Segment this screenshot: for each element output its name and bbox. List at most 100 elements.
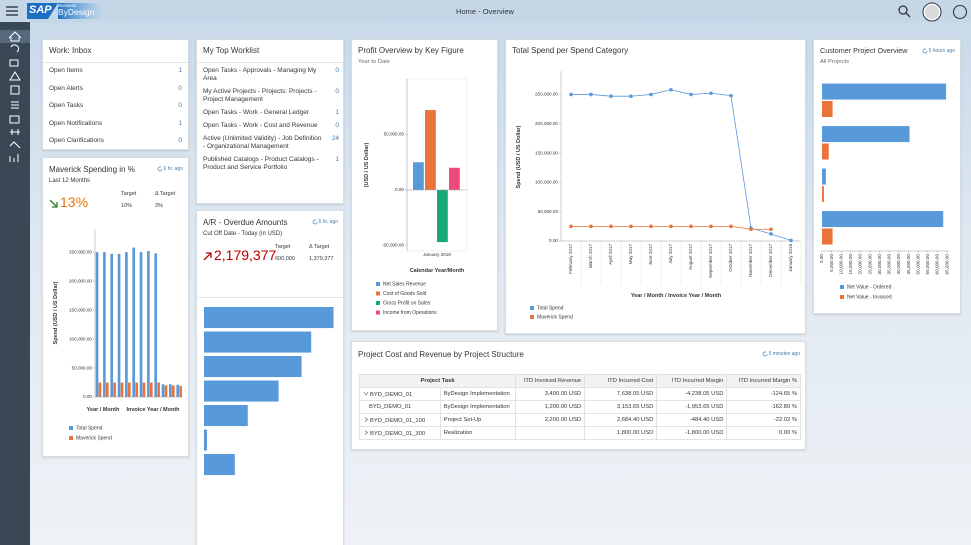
legend-label: Net Value - Ordered <box>847 284 892 290</box>
expand-icon[interactable] <box>363 429 369 435</box>
x-axis-title: Year / Month <box>87 407 120 413</box>
table-cell: 2,684.40 USD <box>584 413 658 427</box>
legend-swatch <box>530 315 534 319</box>
table-cell: 1,800.00 USD <box>584 426 658 440</box>
refresh-icon[interactable] <box>762 351 768 357</box>
card-title: Customer Project Overview <box>820 46 908 55</box>
chevron <box>363 391 369 396</box>
table-cell: -22.02 % <box>726 413 801 427</box>
point <box>589 92 593 97</box>
point <box>609 94 613 99</box>
top-bar-icons <box>6 2 968 22</box>
table-cell: ByDesign Implementation <box>439 400 517 414</box>
column-header[interactable]: ITD Incurred Cost <box>584 374 658 388</box>
trend-arrow <box>49 199 58 208</box>
bar <box>204 356 302 378</box>
point <box>669 87 673 92</box>
inbox-item-label: Open Alerts <box>49 84 83 92</box>
table-cell: Realization <box>439 426 517 440</box>
table-cell: -1,953.65 USD <box>656 400 728 414</box>
worklist-item-label: Open Tasks - Approvals - Managing My Are… <box>203 67 317 82</box>
refresh-icon[interactable] <box>312 219 318 225</box>
x-tick-label: December 2017 <box>768 244 773 277</box>
avatar-button[interactable] <box>922 2 942 22</box>
point <box>669 224 673 229</box>
logo-box <box>27 3 58 19</box>
y-tick-label: 100,000.00 <box>69 336 92 341</box>
menu-button[interactable] <box>6 6 18 16</box>
expand-icon[interactable] <box>363 416 369 422</box>
y-tick-label: 50,000.00 <box>72 365 93 370</box>
worklist-item-count: 0 <box>335 88 339 95</box>
card-subtitle: All Projects <box>820 59 849 65</box>
refresh-icon[interactable] <box>157 166 163 172</box>
card-title: Maverick Spending in % <box>49 165 135 174</box>
value: -4,238.05 USD <box>685 391 724 397</box>
bar <box>822 143 829 160</box>
bar <box>132 247 136 397</box>
bar <box>147 251 150 397</box>
series-line <box>571 89 792 241</box>
bar <box>437 189 448 243</box>
worklist-item[interactable]: Published Catalogs - Product Catalogs - … <box>203 156 339 172</box>
bar <box>204 307 334 329</box>
x-tick-label: February 2017 <box>568 244 573 274</box>
refresh-info: 5 minutes ago <box>762 351 800 357</box>
task-name: ByDesign Implementation <box>443 391 510 397</box>
bar <box>135 382 138 397</box>
divider <box>197 297 343 298</box>
expand-icon[interactable] <box>363 391 369 396</box>
worklist-item[interactable]: Open Tasks - Approvals - Managing My Are… <box>203 67 339 83</box>
search-button[interactable] <box>898 5 911 18</box>
column-header[interactable]: ITD Invoiced Revenue <box>515 374 586 388</box>
refresh-time: 6 hr. ago <box>163 166 183 172</box>
task-name: Project Set-Up <box>443 417 482 423</box>
legend-label: Maverick Spend <box>76 435 112 441</box>
column-header[interactable]: ITD Incurred Margin % <box>726 374 801 388</box>
value: 1,200.00 USD <box>544 404 582 410</box>
x-tick-label: 55,000.00 <box>925 254 930 275</box>
point <box>769 232 773 236</box>
x-tick-label: March 2017 <box>588 244 593 269</box>
refresh-time: 6 hr. ago <box>318 219 338 225</box>
bar <box>204 331 312 353</box>
x-tick-label: May 2017 <box>628 244 633 265</box>
inbox-item-count: 0 <box>178 84 182 92</box>
card-title: My Top Worklist <box>203 46 260 55</box>
bar <box>95 252 99 397</box>
inbox-item-label: Open Notifications <box>49 119 103 127</box>
inbox-item-count: 1 <box>178 67 182 74</box>
table-cell: -162.80 % <box>726 400 801 414</box>
profit-card: Profit Overview by Key Figure Year to Dat… <box>351 39 498 331</box>
worklist-item[interactable]: Active (Unlimited Validity) - Job Defini… <box>203 135 339 151</box>
bar <box>110 253 114 397</box>
worklist-item[interactable]: My Active Projects - Projects: Projects … <box>203 88 339 104</box>
table-cell: 2,200.00 USD <box>515 413 586 427</box>
worklist-item[interactable]: Open Tasks - Work - Cost and Revenue 0 <box>203 122 339 130</box>
refresh-time: 5 minutes ago <box>768 351 800 357</box>
help-button[interactable] <box>952 4 968 20</box>
column-header[interactable]: ITD Incurred Margin <box>656 374 728 388</box>
nav-icons[interactable] <box>8 31 22 162</box>
project-table: Project Task ITD Invoiced Revenue ITD Incu… <box>358 374 801 440</box>
bar <box>822 100 833 118</box>
side-nav <box>0 22 30 545</box>
column-header[interactable]: Project Task <box>358 374 517 388</box>
value: -22.02 % <box>773 417 797 423</box>
card-subtitle: Year to Date <box>358 59 391 65</box>
point <box>729 224 733 229</box>
worklist-item[interactable]: Open Tasks - Work - General Ledger 1 <box>203 109 339 117</box>
worklist-item-label: Active (Unlimited Validity) - Job Defini… <box>203 135 322 150</box>
table-cell: ByDesign Implementation <box>439 387 517 401</box>
bar <box>103 252 106 397</box>
x-tick-label: September 2017 <box>708 244 713 278</box>
refresh-info: 6 hr. ago <box>157 166 183 172</box>
x-tick-label: 40,000.00 <box>896 254 901 275</box>
bar <box>106 382 109 397</box>
point <box>569 224 573 229</box>
trend-arrow <box>203 252 212 261</box>
refresh-icon[interactable] <box>922 48 928 54</box>
legend-label: Maverick Spend <box>537 314 573 320</box>
worklist-item-label: Open Tasks - Work - General Ledger <box>203 109 309 116</box>
bar <box>150 382 153 397</box>
